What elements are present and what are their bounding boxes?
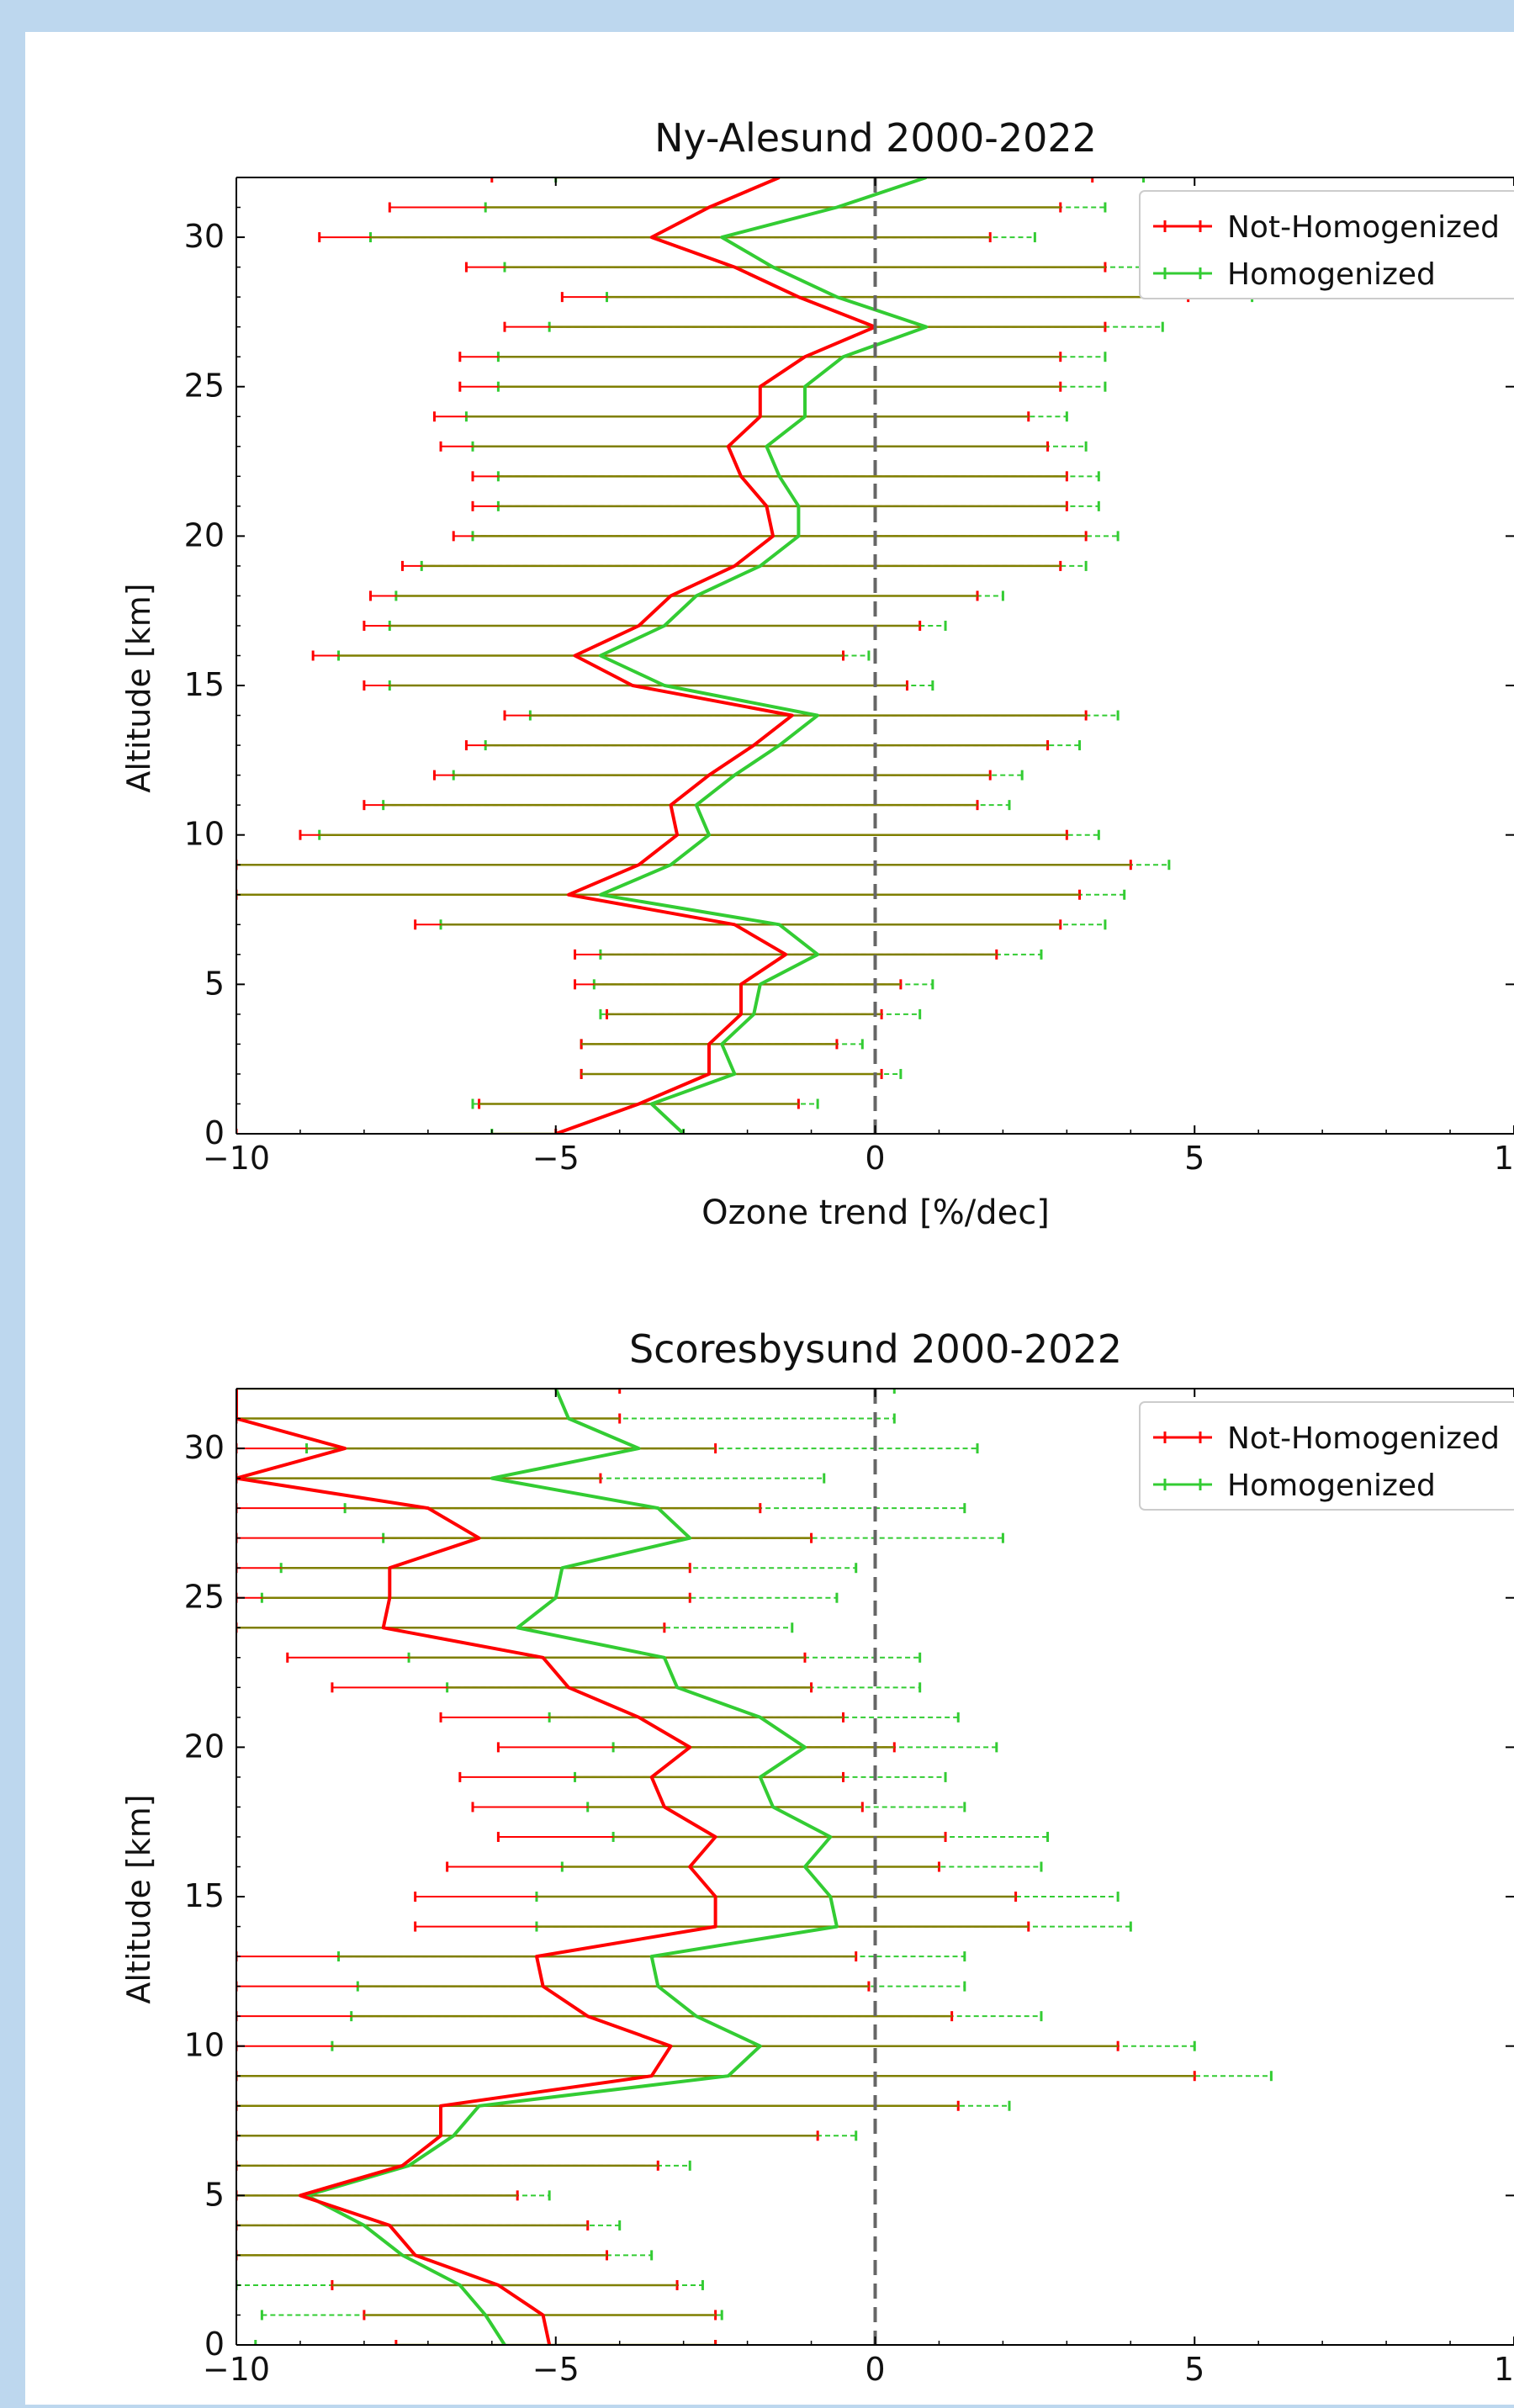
y-tick-label: 25 [184,1579,225,1616]
x-tick-label: −5 [532,2351,580,2388]
y-tick-label: 20 [184,1728,225,1765]
x-tick-label: −10 [203,1140,270,1177]
y-tick-label: 10 [184,816,225,853]
x-tick-label: −10 [203,2351,270,2388]
not-homogenized-series-line [236,1389,717,2345]
legend-label: Homogenized [1227,1469,1436,1503]
x-tick-label: 0 [865,2351,885,2388]
legend-entry-homogenized: Homogenized [1153,257,1436,292]
y-tick-label: 20 [184,516,225,553]
x-tick-label: 10 [1494,1140,1514,1177]
homogenized-errorbar [236,1473,826,1484]
figure-canvas: Ny-Alesund 2000-2022 Altitude [km] Ozone… [120,115,1514,2388]
y-tick-label: 5 [204,965,225,1002]
legend-label: Homogenized [1227,257,1436,292]
homogenized-errorbar [236,2160,691,2171]
not-homogenized-errorbar [490,177,1094,183]
y-tick-label: 30 [184,218,225,255]
homogenized-series-line [304,1389,839,2345]
legend-entry-homogenized: Homogenized [1153,1469,1436,1503]
y-axis-label: Altitude [km] [120,583,157,792]
x-tick-label: 10 [1494,2351,1514,2388]
legend: Not-Homogenized Homogenized [1139,190,1514,299]
y-tick-label: 0 [204,1114,225,1151]
figure-panel: Ny-Alesund 2000-2022 Altitude [km] Ozone… [25,32,1514,2405]
x-tick-label: 5 [1184,1140,1204,1177]
legend-box [1139,1401,1514,1511]
plot-area [236,1389,1273,2345]
y-tick-label: 0 [204,2326,225,2363]
y-tick-label: 15 [184,1877,225,1914]
legend: Not-Homogenized Homogenized [1139,1401,1514,1511]
x-axis-label: Ozone trend [%/dec] [701,1193,1050,1232]
plot-area [236,177,1254,1134]
not-homogenized-errorbar [236,1389,622,1394]
homogenized-series-line [598,177,929,1134]
chart-title: Ny-Alesund 2000-2022 [654,115,1097,161]
x-tick-label: 0 [865,1140,885,1177]
legend-label: Not-Homogenized [1227,1421,1500,1456]
chart-scoresbysund: Scoresbysund 2000-2022 Altitude [km] 0 5 1… [120,1326,1514,2388]
y-tick-label: 10 [184,2027,225,2064]
homogenized-errorbar [236,1389,896,1394]
y-axis-label: Altitude [km] [120,1794,157,2003]
legend-entry-not-homogenized: Not-Homogenized [1153,210,1500,245]
x-tick-label: 5 [1184,2351,1204,2388]
y-tick-label: 30 [184,1429,225,1466]
y-tick-label: 15 [184,666,225,703]
y-tick-label: 25 [184,368,225,405]
y-tick-label: 5 [204,2176,225,2213]
not-homogenized-series-line [555,177,877,1134]
legend-label: Not-Homogenized [1227,210,1500,245]
legend-box [1139,190,1514,299]
legend-entry-not-homogenized: Not-Homogenized [1153,1421,1500,1456]
x-tick-label: −5 [532,1140,580,1177]
chart-ny-alesund: Ny-Alesund 2000-2022 Altitude [km] Ozone… [120,115,1514,1232]
not-homogenized-errorbar [394,2340,717,2345]
chart-title: Scoresbysund 2000-2022 [629,1326,1122,1372]
